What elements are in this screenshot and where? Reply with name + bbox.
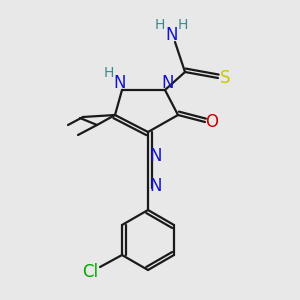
Text: H: H [104, 66, 114, 80]
Text: N: N [114, 74, 126, 92]
Text: Cl: Cl [82, 263, 98, 281]
Text: N: N [166, 26, 178, 44]
Text: H: H [178, 18, 188, 32]
Text: S: S [220, 69, 230, 87]
Text: N: N [162, 74, 174, 92]
Text: N: N [150, 177, 162, 195]
Text: H: H [155, 18, 165, 32]
Text: O: O [206, 113, 218, 131]
Text: N: N [150, 147, 162, 165]
